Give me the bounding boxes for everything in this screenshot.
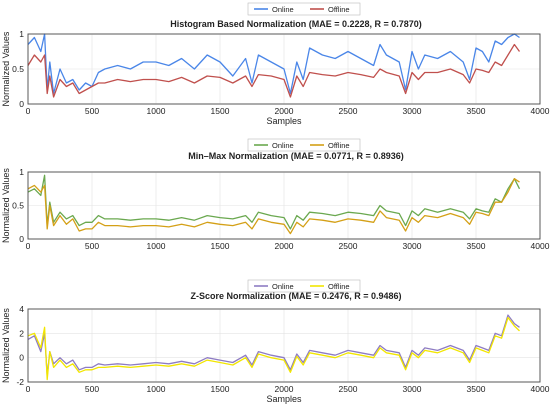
x-tick-label: 1500 [211,241,230,251]
chart-1: Online Offline Histogram Based Normalizati… [1,3,550,126]
y-tick-label: 0 [19,353,24,363]
y-tick-label: 0 [19,234,24,244]
x-tick-label: 2000 [275,384,294,394]
x-tick-label: 0 [26,384,31,394]
y-tick-label: 0 [19,99,24,109]
legend: Online Offline [248,139,360,151]
y-tick-label: 2 [19,328,24,338]
y-tick-label: 1 [19,167,24,177]
y-tick-label: 0.5 [12,64,24,74]
y-tick-label: 1 [19,29,24,39]
x-tick-label: 1000 [147,106,166,116]
x-tick-label: 2500 [339,384,358,394]
x-axis-label: Samples [266,394,302,404]
chart-title: Min–Max Normalization (MAE = 0.0771, R =… [188,151,404,161]
chart-title: Histogram Based Normalization (MAE = 0.2… [170,19,422,29]
x-tick-label: 1000 [147,241,166,251]
legend-label-offline: Offline [328,5,350,14]
x-tick-label: 500 [85,241,99,251]
y-tick-label: 0.5 [12,201,24,211]
x-tick-label: 4000 [531,106,550,116]
x-tick-label: 3500 [467,241,486,251]
x-tick-label: 1500 [211,384,230,394]
x-tick-label: 2000 [275,241,294,251]
legend-label-offline: Offline [328,141,350,150]
x-tick-label: 3000 [403,241,422,251]
x-tick-label: 3500 [467,384,486,394]
y-axis-label: Normalized Values [1,31,11,106]
x-axis-label: Samples [266,116,302,126]
x-tick-label: 1500 [211,106,230,116]
chart-title: Z-Score Normalization (MAE = 0.2476, R =… [190,291,401,301]
legend-label-online: Online [272,282,294,291]
y-tick-label: -2 [16,377,24,387]
legend: Online Offline [248,3,360,15]
x-tick-label: 4000 [531,241,550,251]
y-tick-label: 4 [19,304,24,314]
y-axis-label: Normalized Values [1,308,11,383]
y-axis-label: Normalized Values [1,168,11,243]
x-tick-label: 3000 [403,384,422,394]
legend-label-online: Online [272,141,294,150]
x-tick-label: 2500 [339,241,358,251]
x-tick-label: 3000 [403,106,422,116]
x-tick-label: 0 [26,106,31,116]
x-tick-label: 3500 [467,106,486,116]
x-tick-label: 500 [85,384,99,394]
x-tick-label: 2000 [275,106,294,116]
x-tick-label: 1000 [147,384,166,394]
x-tick-label: 0 [26,241,31,251]
x-tick-label: 4000 [531,384,550,394]
legend-label-offline: Offline [328,282,350,291]
legend-label-online: Online [272,5,294,14]
x-tick-label: 500 [85,106,99,116]
x-tick-label: 2500 [339,106,358,116]
